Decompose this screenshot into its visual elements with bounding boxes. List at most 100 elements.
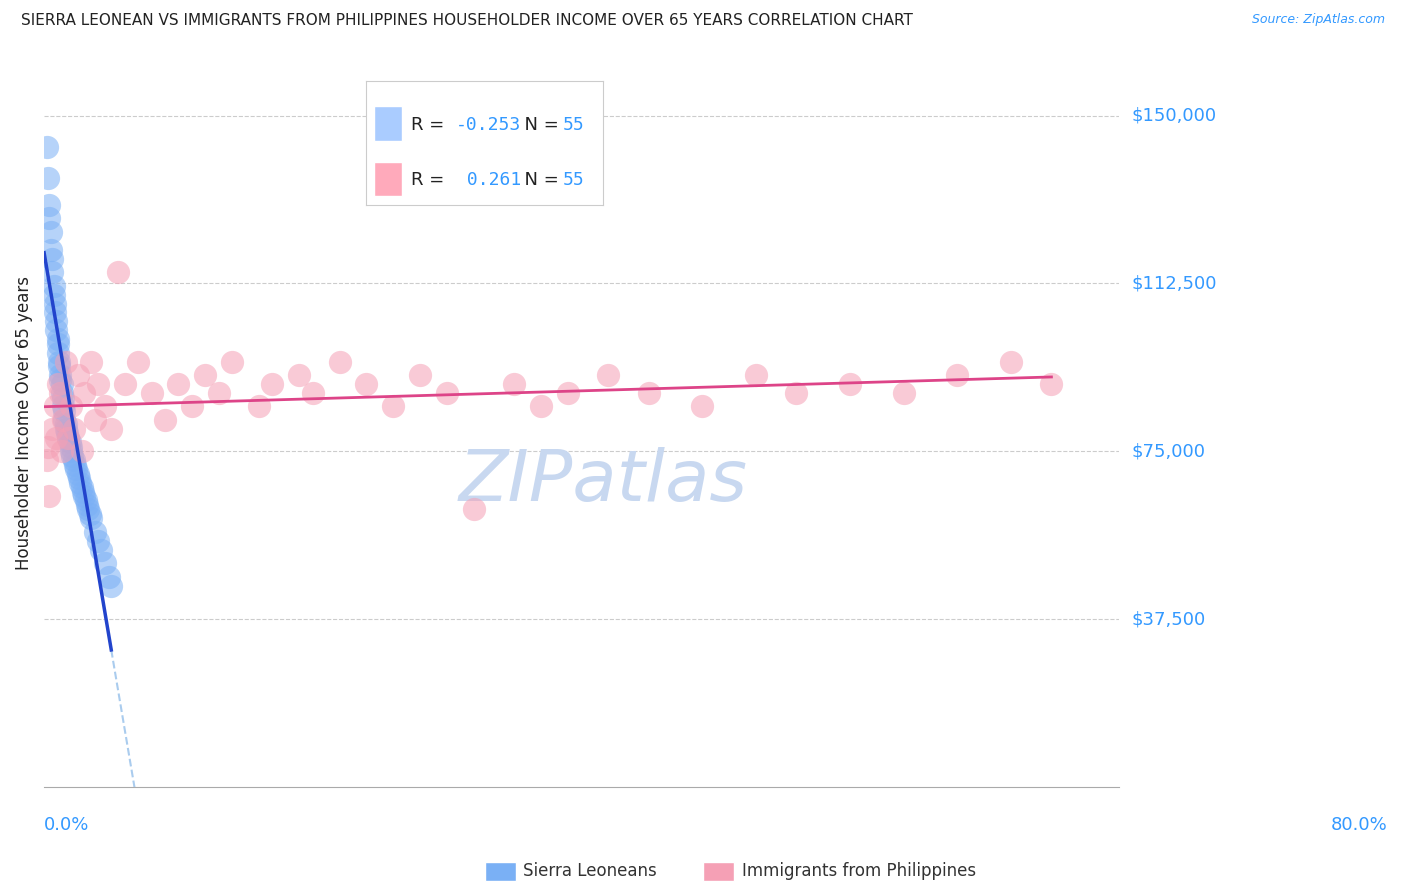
Point	[221, 355, 243, 369]
Point	[329, 355, 352, 369]
Point	[45, 314, 67, 328]
Point	[100, 422, 122, 436]
Point	[301, 386, 323, 401]
Point	[52, 400, 75, 414]
Point	[946, 368, 969, 383]
Point	[598, 368, 620, 383]
Point	[35, 453, 58, 467]
Point	[67, 471, 90, 485]
Point	[503, 377, 526, 392]
Point	[288, 368, 311, 383]
Point	[49, 386, 72, 401]
Point	[100, 578, 122, 592]
Point	[262, 377, 284, 392]
Point	[62, 422, 84, 436]
Point	[1000, 355, 1022, 369]
Point	[84, 413, 107, 427]
Point	[194, 368, 217, 383]
Point	[35, 140, 58, 154]
Point	[73, 386, 96, 401]
Point	[59, 440, 82, 454]
Text: $112,500: $112,500	[1132, 275, 1218, 293]
Point	[69, 475, 91, 490]
Point	[42, 287, 65, 301]
Point	[89, 542, 111, 557]
Point	[80, 511, 103, 525]
Point	[637, 386, 659, 401]
Point	[87, 533, 110, 548]
Point	[56, 426, 79, 441]
Point	[58, 431, 80, 445]
Point	[65, 462, 87, 476]
Point	[76, 498, 98, 512]
Point	[93, 556, 115, 570]
Point	[52, 413, 75, 427]
Point	[745, 368, 768, 383]
Point	[530, 400, 553, 414]
Point	[97, 569, 120, 583]
Point	[55, 355, 77, 369]
Point	[73, 489, 96, 503]
Point	[70, 444, 93, 458]
Point	[45, 323, 67, 337]
Point	[48, 359, 70, 374]
Point	[48, 355, 70, 369]
Point	[42, 278, 65, 293]
Y-axis label: Householder Income Over 65 years: Householder Income Over 65 years	[15, 277, 32, 570]
Point	[39, 243, 62, 257]
Point	[51, 386, 73, 401]
Point	[41, 265, 63, 279]
Point	[58, 431, 80, 445]
Point	[44, 305, 66, 319]
Point	[59, 400, 82, 414]
Point	[247, 400, 270, 414]
Point	[127, 355, 149, 369]
Point	[51, 377, 73, 392]
Point	[839, 377, 862, 392]
Point	[66, 368, 89, 383]
Point	[107, 265, 129, 279]
Point	[55, 422, 77, 436]
Point	[409, 368, 432, 383]
Text: 0.0%: 0.0%	[44, 816, 90, 834]
Text: $37,500: $37,500	[1132, 610, 1206, 628]
Point	[53, 404, 76, 418]
Point	[37, 440, 59, 454]
Point	[41, 252, 63, 266]
Point	[45, 431, 67, 445]
Point	[44, 296, 66, 310]
Point	[382, 400, 405, 414]
Point	[66, 467, 89, 481]
Point	[46, 377, 69, 392]
Text: SIERRA LEONEAN VS IMMIGRANTS FROM PHILIPPINES HOUSEHOLDER INCOME OVER 65 YEARS C: SIERRA LEONEAN VS IMMIGRANTS FROM PHILIP…	[21, 13, 912, 29]
Point	[59, 444, 82, 458]
Point	[153, 413, 176, 427]
Point	[72, 484, 94, 499]
Point	[53, 413, 76, 427]
Point	[1040, 377, 1063, 392]
Point	[463, 502, 485, 516]
Point	[80, 355, 103, 369]
Point	[59, 435, 82, 450]
Point	[46, 332, 69, 346]
Text: Source: ZipAtlas.com: Source: ZipAtlas.com	[1251, 13, 1385, 27]
Point	[46, 336, 69, 351]
Point	[46, 345, 69, 359]
Text: $75,000: $75,000	[1132, 442, 1205, 460]
Point	[167, 377, 190, 392]
Point	[60, 449, 83, 463]
Point	[557, 386, 579, 401]
Point	[79, 507, 101, 521]
Point	[63, 458, 86, 472]
Point	[785, 386, 807, 401]
Point	[38, 489, 60, 503]
Point	[141, 386, 163, 401]
Text: 80.0%: 80.0%	[1330, 816, 1388, 834]
Point	[55, 417, 77, 432]
Point	[44, 400, 66, 414]
Point	[62, 453, 84, 467]
Point	[84, 524, 107, 539]
Point	[49, 368, 72, 383]
Point	[51, 444, 73, 458]
Point	[37, 171, 59, 186]
